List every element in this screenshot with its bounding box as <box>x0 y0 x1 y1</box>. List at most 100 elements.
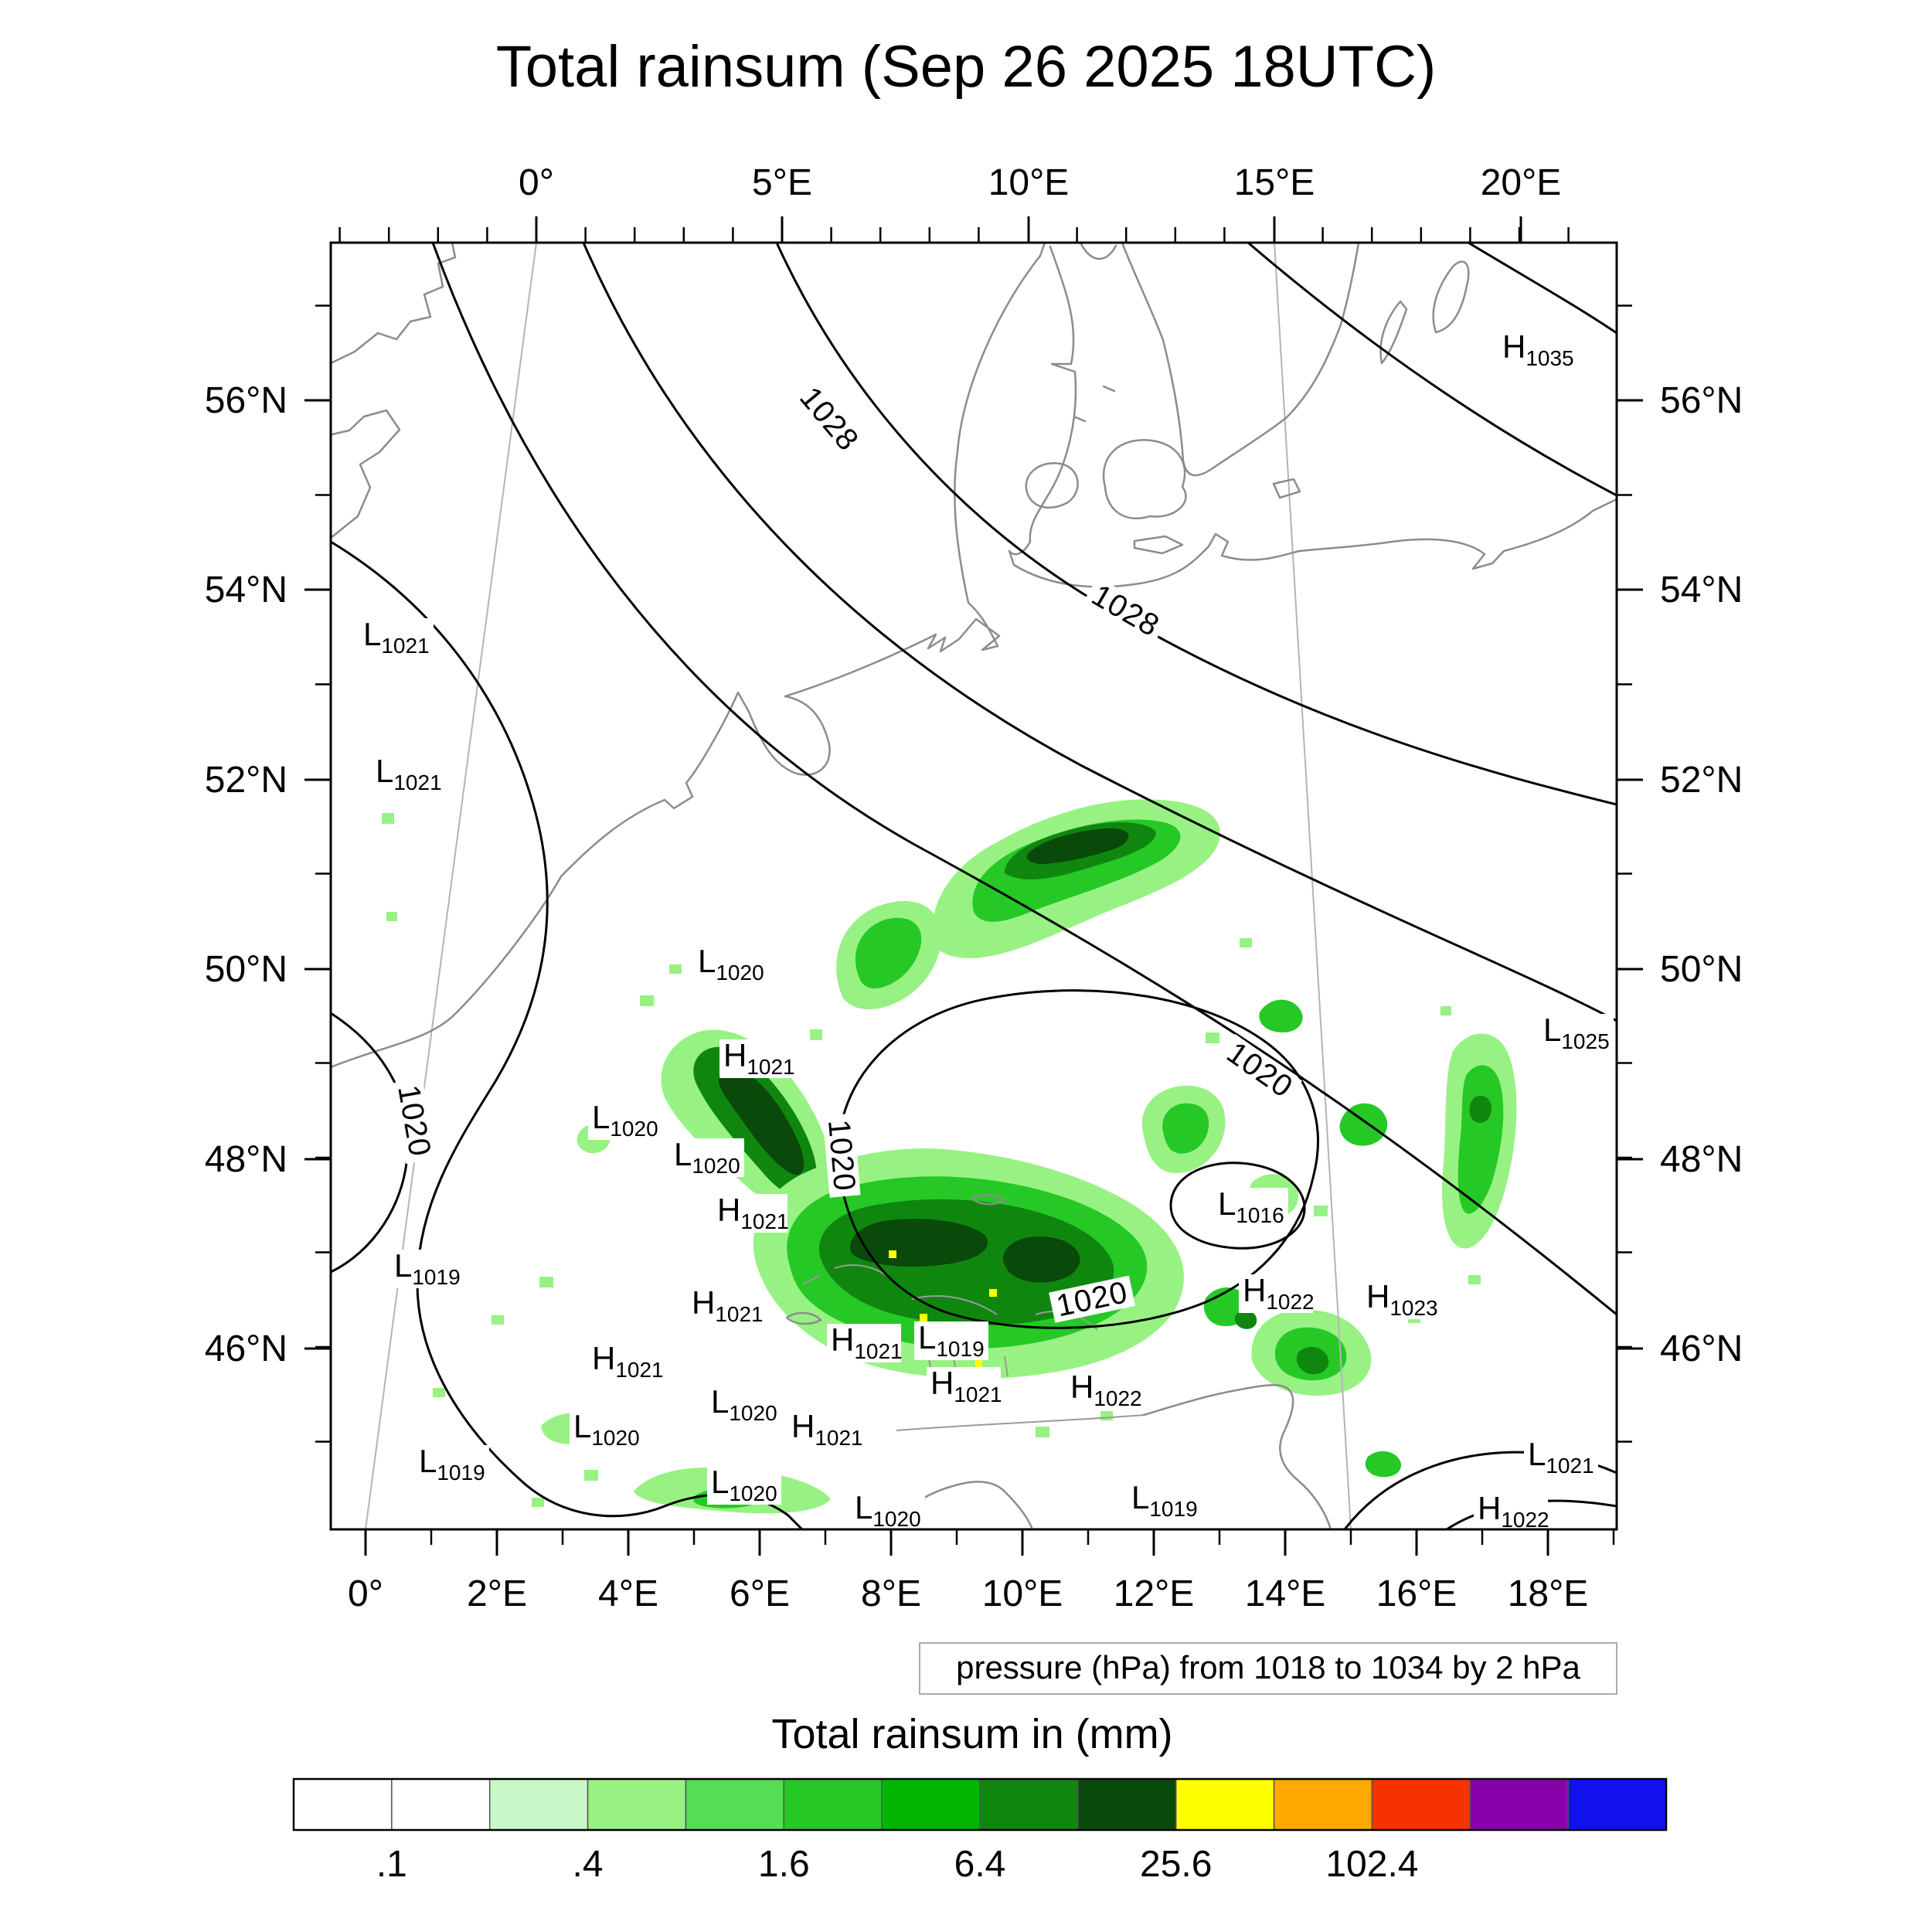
pressure-marker: L1016 <box>1214 1185 1288 1227</box>
pressure-marker-text: L1020 <box>855 1489 921 1531</box>
coast-funen <box>1025 461 1079 509</box>
rain-patch <box>855 917 922 989</box>
pressure-marker: H1023 <box>1362 1278 1438 1320</box>
pressure-marker-text: H1021 <box>592 1340 664 1382</box>
pressure-marker-text: L1020 <box>711 1383 777 1425</box>
pressure-marker-text: L1020 <box>573 1408 640 1450</box>
coast-britain <box>331 409 401 539</box>
contour-label: 1020 <box>821 1113 862 1198</box>
isobar-1022 <box>331 540 804 1529</box>
pressure-marker-text: L1020 <box>592 1099 658 1141</box>
pressure-marker-text: H1023 <box>1366 1278 1438 1320</box>
pressure-marker-text: H1021 <box>831 1321 903 1363</box>
isobar-1028 <box>775 243 1617 806</box>
pressure-marker: L1019 <box>914 1319 988 1361</box>
rain-patch <box>1469 1095 1492 1124</box>
pressure-marker: H1021 <box>713 1192 789 1233</box>
marker-background <box>1539 1014 1614 1053</box>
page-title: Total rainsum (Sep 26 2025 18UTC) <box>496 34 1437 100</box>
marker-background <box>588 1101 662 1140</box>
legend-title: Total rainsum in (mm) <box>771 1711 1172 1757</box>
colorbar-cell <box>1371 1778 1471 1831</box>
marker-background <box>694 945 768 984</box>
pressure-marker-text: L1021 <box>376 753 442 794</box>
isobar-1018-ring <box>1169 1162 1306 1250</box>
axis-tick-label: 10°E <box>988 162 1070 203</box>
coast-oslofjord <box>1079 243 1117 260</box>
pressure-marker: H1021 <box>688 1284 764 1326</box>
marker-background <box>588 1342 662 1381</box>
pressure-marker: L1021 <box>359 616 434 658</box>
isobar-1020-west <box>331 1012 410 1274</box>
pressure-marker-text: L1016 <box>1218 1185 1284 1227</box>
po-river <box>896 1414 1145 1431</box>
marker-background <box>713 1194 787 1233</box>
colorbar-border <box>292 1777 1668 1832</box>
marker-background <box>1066 1371 1141 1410</box>
contour-label-background <box>391 1077 437 1165</box>
pressure-marker: L1020 <box>707 1464 781 1505</box>
axes: 0° 5°E 10°E 15°E 20°E 0° 2°E 4°E 6°E 8°E 10°E 12°E 1… <box>205 162 1743 1614</box>
pressure-marker-text: L1020 <box>674 1136 740 1178</box>
contour-label: 1028 <box>791 377 868 461</box>
marker-background <box>851 1492 925 1529</box>
marker-background <box>359 618 434 657</box>
colorbar-cell <box>881 1778 981 1831</box>
coast-lolland <box>1133 535 1184 555</box>
rain-patch <box>1365 1451 1402 1478</box>
coast-adriatic <box>1142 1384 1332 1529</box>
pressure-marker: L1020 <box>694 943 768 985</box>
colorbar-tick-label: .4 <box>573 1844 604 1885</box>
rain-patch <box>1259 999 1303 1032</box>
axis-tick-label: 10°E <box>982 1573 1063 1614</box>
pressure-marker: H1022 <box>1239 1272 1315 1314</box>
marker-background <box>1498 331 1573 369</box>
marker-background <box>670 1138 744 1177</box>
pressure-marker: H1021 <box>719 1037 795 1079</box>
pressure-marker: H1022 <box>1066 1369 1142 1410</box>
coast-kattegat-islands <box>1074 385 1116 423</box>
map-frame <box>329 241 1618 1531</box>
marker-background <box>1474 1492 1548 1529</box>
axis-tick-label: 6°E <box>730 1573 790 1614</box>
contour-label-background <box>1049 1275 1136 1323</box>
colorbar-cell <box>783 1778 883 1831</box>
contour-label-background <box>791 377 868 461</box>
isobar-1032 <box>1467 243 1617 335</box>
contour-label-text: 1028 <box>1086 578 1165 644</box>
pressure-marker: L1020 <box>851 1489 925 1531</box>
colorbar-tick-label: 1.6 <box>758 1844 810 1885</box>
axis-tick-label: 2°E <box>467 1573 527 1614</box>
isobar-1020-loop <box>837 989 1319 1329</box>
colorbar-cell <box>1567 1778 1667 1831</box>
pressure-marker-text: H1022 <box>1243 1272 1315 1314</box>
rain-patch <box>850 1219 988 1267</box>
rain-patch <box>718 1066 804 1175</box>
axis-tick-label: 16°E <box>1376 1573 1458 1614</box>
axis-tick-label: 5°E <box>752 162 812 203</box>
contour-label: 1020 <box>391 1077 437 1165</box>
pressure-marker-text: L1020 <box>711 1464 777 1505</box>
pressure-marker-text: L1025 <box>1543 1012 1610 1053</box>
colorbar-cell <box>685 1778 785 1831</box>
axis-tick-label: 14°E <box>1245 1573 1326 1614</box>
pressure-marker: H1022 <box>1474 1490 1549 1529</box>
marker-background <box>570 1410 644 1449</box>
colorbar-cell <box>293 1778 393 1831</box>
pressure-marker: H1021 <box>787 1408 863 1450</box>
marker-background <box>372 755 446 794</box>
pressure-caption-box: pressure (hPa) from 1018 to 1034 by 2 hP… <box>919 1642 1617 1695</box>
marker-background <box>1524 1438 1598 1477</box>
pressure-marker-text: H1035 <box>1502 328 1574 370</box>
pressure-caption: pressure (hPa) from 1018 to 1034 by 2 hP… <box>956 1649 1580 1685</box>
pressure-marker: L1025 <box>1539 1012 1614 1053</box>
pressure-marker-text: L1019 <box>419 1443 485 1485</box>
marker-background <box>1214 1188 1288 1226</box>
pressure-marker-text: L1021 <box>1528 1436 1594 1478</box>
axis-tick-label: 4°E <box>598 1573 658 1614</box>
marker-background <box>1128 1481 1202 1520</box>
lake-neuchatel <box>801 1274 821 1285</box>
axis-tick-label: 15°E <box>1234 162 1315 203</box>
